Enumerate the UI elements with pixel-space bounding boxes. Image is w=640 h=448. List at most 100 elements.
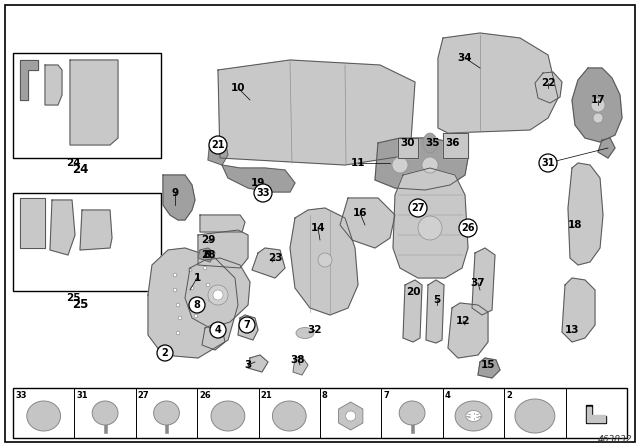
Circle shape xyxy=(157,345,173,361)
Polygon shape xyxy=(185,258,250,328)
Text: 14: 14 xyxy=(310,223,325,233)
Polygon shape xyxy=(562,278,595,342)
Text: 36: 36 xyxy=(445,138,460,148)
Circle shape xyxy=(593,113,603,123)
Polygon shape xyxy=(252,248,285,278)
Text: 7: 7 xyxy=(244,320,250,330)
Polygon shape xyxy=(375,138,468,190)
Circle shape xyxy=(254,184,272,202)
Text: 24: 24 xyxy=(66,158,80,168)
Polygon shape xyxy=(443,133,468,158)
Text: 6: 6 xyxy=(204,250,211,260)
Polygon shape xyxy=(568,163,603,265)
Text: 30: 30 xyxy=(401,138,415,148)
Text: 21: 21 xyxy=(211,140,225,150)
Ellipse shape xyxy=(211,401,244,431)
Bar xyxy=(13,388,627,438)
Circle shape xyxy=(190,286,194,290)
Polygon shape xyxy=(572,68,622,142)
Polygon shape xyxy=(222,165,295,192)
Text: 28: 28 xyxy=(201,250,215,260)
Text: 26: 26 xyxy=(461,223,475,233)
Circle shape xyxy=(176,303,180,307)
Circle shape xyxy=(173,288,177,292)
Ellipse shape xyxy=(399,401,425,425)
Circle shape xyxy=(176,331,180,335)
Text: 3: 3 xyxy=(244,360,252,370)
Ellipse shape xyxy=(466,410,481,422)
Polygon shape xyxy=(163,175,195,220)
Text: 22: 22 xyxy=(541,78,556,88)
Text: 463832: 463832 xyxy=(598,435,632,444)
Circle shape xyxy=(208,285,228,305)
Text: 31: 31 xyxy=(76,391,88,400)
Text: 20: 20 xyxy=(406,287,420,297)
Polygon shape xyxy=(340,198,395,248)
Polygon shape xyxy=(198,230,248,268)
Circle shape xyxy=(409,199,427,217)
Text: 4: 4 xyxy=(214,325,221,335)
Text: 37: 37 xyxy=(470,278,485,288)
Circle shape xyxy=(346,411,356,421)
Polygon shape xyxy=(238,315,258,340)
Polygon shape xyxy=(403,280,422,342)
Text: 18: 18 xyxy=(568,220,582,230)
Polygon shape xyxy=(208,140,228,165)
Text: 5: 5 xyxy=(433,295,440,305)
Circle shape xyxy=(239,317,255,333)
Text: 2: 2 xyxy=(162,348,168,358)
Polygon shape xyxy=(290,208,358,315)
Bar xyxy=(104,413,107,433)
Text: 12: 12 xyxy=(456,316,470,326)
Polygon shape xyxy=(50,200,75,255)
Text: 19: 19 xyxy=(251,178,265,188)
Text: 4: 4 xyxy=(445,391,451,400)
Polygon shape xyxy=(393,168,468,278)
Bar xyxy=(13,193,161,291)
Text: 16: 16 xyxy=(353,208,367,218)
Text: 31: 31 xyxy=(541,158,555,168)
Circle shape xyxy=(173,273,177,277)
Ellipse shape xyxy=(296,327,314,339)
Text: 29: 29 xyxy=(201,235,215,245)
Text: 8: 8 xyxy=(322,391,328,400)
Polygon shape xyxy=(20,198,45,248)
Circle shape xyxy=(418,216,442,240)
Text: 34: 34 xyxy=(458,53,472,63)
Circle shape xyxy=(591,98,605,112)
Text: 27: 27 xyxy=(412,203,425,213)
Polygon shape xyxy=(198,248,215,262)
Circle shape xyxy=(392,157,408,173)
Polygon shape xyxy=(586,405,606,423)
Circle shape xyxy=(208,298,212,302)
Text: 15: 15 xyxy=(481,360,495,370)
Text: 38: 38 xyxy=(291,355,305,365)
Ellipse shape xyxy=(273,401,306,431)
Text: 23: 23 xyxy=(268,253,282,263)
Text: 9: 9 xyxy=(172,188,179,198)
Ellipse shape xyxy=(154,401,179,425)
Circle shape xyxy=(206,283,210,287)
Circle shape xyxy=(188,268,192,272)
Ellipse shape xyxy=(455,401,492,431)
Polygon shape xyxy=(293,357,308,375)
Bar xyxy=(411,413,413,433)
Ellipse shape xyxy=(92,401,118,425)
Polygon shape xyxy=(70,60,118,145)
Bar xyxy=(13,53,161,158)
Polygon shape xyxy=(535,72,562,103)
Circle shape xyxy=(178,316,182,320)
Text: 13: 13 xyxy=(564,325,579,335)
Text: 1: 1 xyxy=(193,273,200,283)
Text: 26: 26 xyxy=(199,391,211,400)
Text: 2: 2 xyxy=(506,391,512,400)
Text: 21: 21 xyxy=(260,391,273,400)
Polygon shape xyxy=(248,355,268,372)
Circle shape xyxy=(189,297,205,313)
Text: 27: 27 xyxy=(138,391,149,400)
Polygon shape xyxy=(598,138,615,158)
Polygon shape xyxy=(148,248,238,358)
Text: 33: 33 xyxy=(15,391,26,400)
Text: 32: 32 xyxy=(308,325,323,335)
Text: 35: 35 xyxy=(426,138,440,148)
